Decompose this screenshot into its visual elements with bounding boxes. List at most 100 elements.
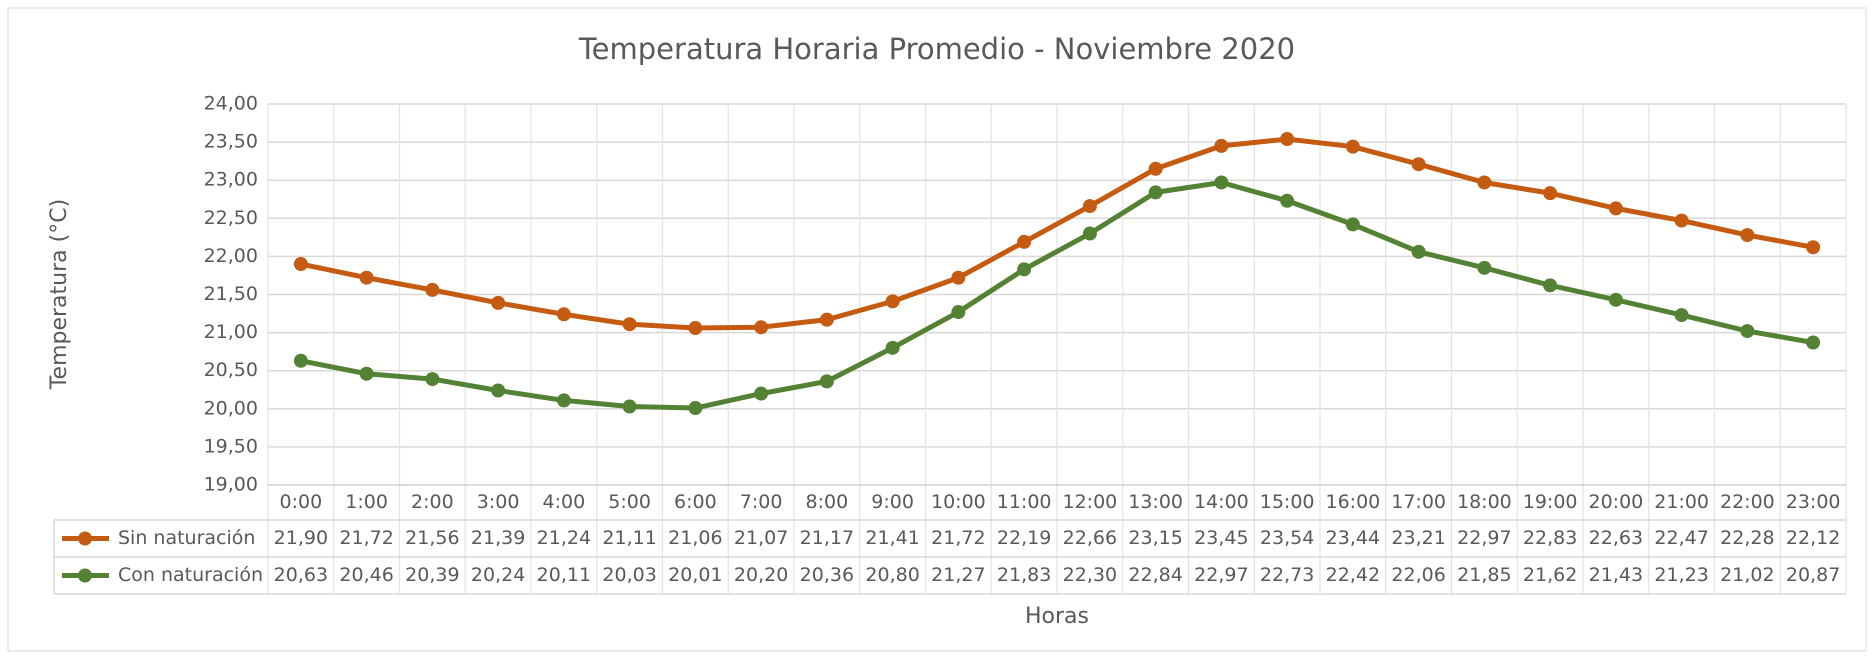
table-value: 21,17 xyxy=(800,527,854,549)
table-value: 23,15 xyxy=(1128,527,1182,549)
table-value: 20,36 xyxy=(800,564,854,586)
table-value: 21,27 xyxy=(931,564,985,586)
table-value: 22,97 xyxy=(1194,564,1248,586)
data-point xyxy=(951,270,966,285)
data-point xyxy=(1806,240,1821,255)
y-tick-label: 23,50 xyxy=(204,131,258,153)
data-point xyxy=(1411,157,1426,172)
x-tick-label: 13:00 xyxy=(1128,491,1183,513)
legend-key-marker xyxy=(78,568,92,583)
table-value: 22,28 xyxy=(1720,527,1774,549)
table-value: 22,06 xyxy=(1391,564,1445,586)
data-point xyxy=(491,383,506,398)
data-point xyxy=(293,353,308,368)
table-value: 21,39 xyxy=(471,527,525,549)
data-point xyxy=(1477,260,1492,275)
data-point xyxy=(1017,234,1032,249)
data-point xyxy=(1608,201,1623,216)
data-point xyxy=(1674,213,1689,228)
table-value: 22,30 xyxy=(1063,564,1117,586)
data-point xyxy=(1280,193,1295,208)
data-point xyxy=(1674,308,1689,323)
y-tick-label: 22,00 xyxy=(204,245,258,267)
table-value: 22,19 xyxy=(997,527,1051,549)
data-point xyxy=(1740,228,1755,243)
data-point xyxy=(1543,278,1558,293)
table-value: 23,45 xyxy=(1194,527,1248,549)
table-value: 23,54 xyxy=(1260,527,1314,549)
data-point xyxy=(1345,217,1360,232)
y-tick-label: 19,00 xyxy=(204,474,258,496)
x-tick-label: 20:00 xyxy=(1588,491,1643,513)
table-value: 22,66 xyxy=(1063,527,1117,549)
y-tick-label: 23,00 xyxy=(204,169,258,191)
table-value: 23,44 xyxy=(1326,527,1380,549)
series-line xyxy=(300,136,1814,331)
table-value: 20,03 xyxy=(602,564,656,586)
x-axis-title: Horas xyxy=(1025,604,1089,629)
data-point xyxy=(688,401,703,416)
table-value: 22,83 xyxy=(1523,527,1577,549)
data-point xyxy=(359,270,374,285)
table-value: 20,24 xyxy=(471,564,525,586)
table-value: 21,43 xyxy=(1589,564,1643,586)
x-tick-label: 4:00 xyxy=(543,491,586,513)
data-point xyxy=(1740,324,1755,339)
table-value: 21,85 xyxy=(1457,564,1511,586)
x-tick-label: 6:00 xyxy=(674,491,717,513)
table-value: 22,63 xyxy=(1589,527,1643,549)
data-point xyxy=(1806,335,1821,350)
y-tick-label: 20,50 xyxy=(204,359,258,381)
data-point xyxy=(359,366,374,381)
data-point xyxy=(1608,292,1623,307)
data-point xyxy=(425,372,440,387)
data-point xyxy=(688,321,703,336)
table-value: 21,72 xyxy=(931,527,985,549)
legend-label: Con naturación xyxy=(118,564,263,586)
x-tick-label: 18:00 xyxy=(1457,491,1512,513)
y-tick-label: 20,00 xyxy=(204,397,258,419)
x-tick-label: 19:00 xyxy=(1523,491,1578,513)
table-value: 22,97 xyxy=(1457,527,1511,549)
table-value: 20,87 xyxy=(1786,564,1840,586)
table-value: 22,73 xyxy=(1260,564,1314,586)
table-value: 21,62 xyxy=(1523,564,1577,586)
table-value: 22,47 xyxy=(1654,527,1708,549)
data-point xyxy=(951,305,966,320)
legend-key-marker xyxy=(78,531,92,546)
x-tick-label: 0:00 xyxy=(280,491,323,513)
table-value: 21,90 xyxy=(274,527,328,549)
table-value: 22,84 xyxy=(1128,564,1182,586)
table-value: 20,80 xyxy=(865,564,919,586)
data-point xyxy=(293,257,308,272)
table-value: 21,11 xyxy=(602,527,656,549)
data-point xyxy=(425,282,440,297)
x-tick-label: 11:00 xyxy=(997,491,1052,513)
series-line xyxy=(300,179,1814,411)
data-point xyxy=(622,399,637,414)
data-point xyxy=(1017,262,1032,277)
x-tick-label: 2:00 xyxy=(411,491,454,513)
data-point xyxy=(1345,139,1360,154)
table-value: 21,23 xyxy=(1654,564,1708,586)
table-value: 20,46 xyxy=(339,564,393,586)
x-tick-label: 3:00 xyxy=(477,491,520,513)
x-tick-label: 15:00 xyxy=(1260,491,1315,513)
table-value: 21,07 xyxy=(734,527,788,549)
x-tick-label: 14:00 xyxy=(1194,491,1249,513)
data-point xyxy=(1214,175,1229,190)
y-tick-label: 21,00 xyxy=(204,321,258,343)
x-tick-label: 5:00 xyxy=(608,491,651,513)
data-point xyxy=(1543,186,1558,201)
table-value: 23,21 xyxy=(1391,527,1445,549)
x-tick-label: 1:00 xyxy=(345,491,388,513)
y-tick-label: 21,50 xyxy=(204,283,258,305)
x-tick-label: 7:00 xyxy=(740,491,783,513)
data-point xyxy=(1280,132,1295,147)
data-point xyxy=(491,295,506,310)
x-tick-label: 12:00 xyxy=(1062,491,1117,513)
data-point xyxy=(1082,226,1097,241)
data-point xyxy=(622,317,637,332)
x-tick-label: 16:00 xyxy=(1325,491,1380,513)
data-point xyxy=(1214,138,1229,153)
